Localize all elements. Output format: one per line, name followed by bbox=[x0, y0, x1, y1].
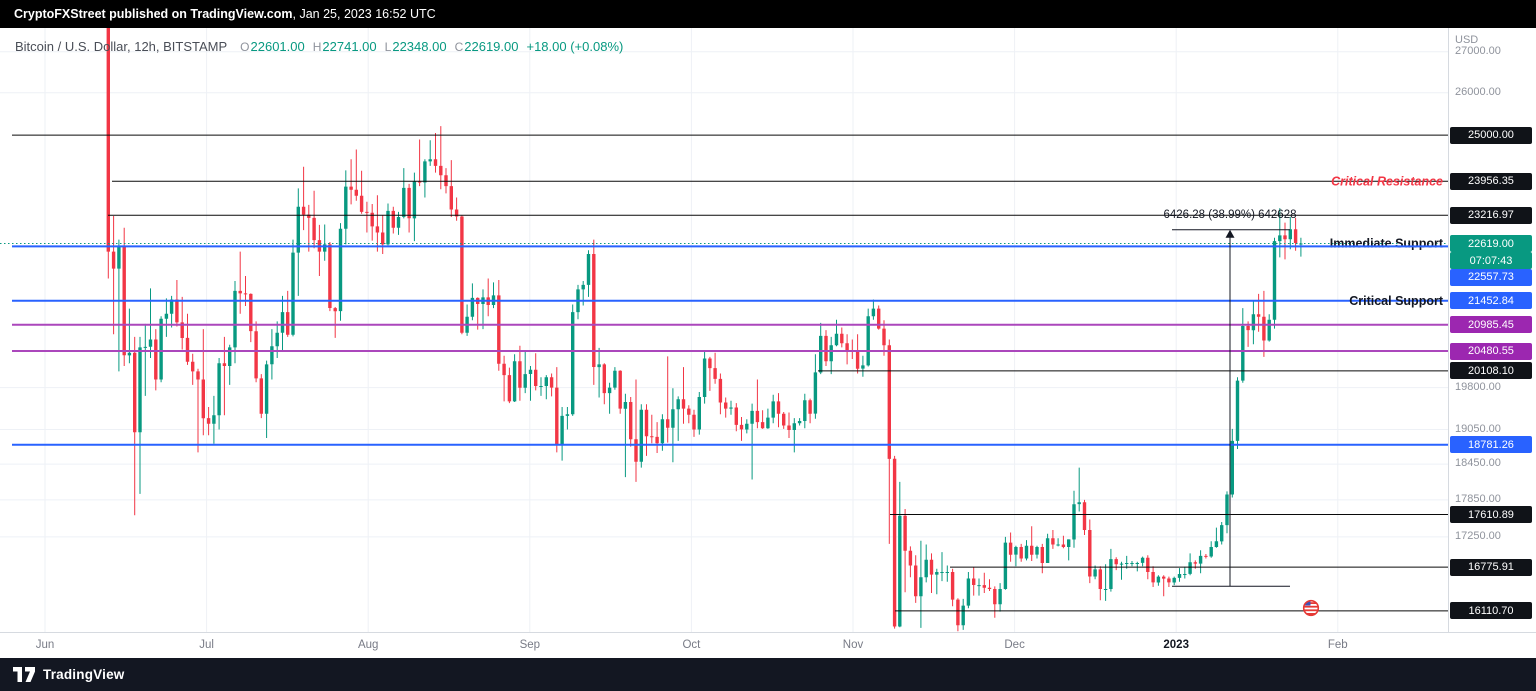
price-axis-tag: 25000.00 bbox=[1450, 126, 1532, 144]
tradingview-footer-bar: TradingView bbox=[0, 658, 1536, 691]
price-axis-tag: 07:07:43 bbox=[1450, 252, 1532, 269]
us-flag-sticker-icon[interactable] bbox=[1302, 599, 1320, 617]
symbol-title: Bitcoin / U.S. Dollar, 12h, BITSTAMP bbox=[15, 39, 228, 54]
price-axis-tag: 18781.26 bbox=[1450, 436, 1532, 454]
ohlc-open: O22601.00 bbox=[240, 39, 305, 54]
price-axis-label: 18450.00 bbox=[1455, 457, 1501, 470]
price-axis-label: 17850.00 bbox=[1455, 492, 1501, 505]
axis-separator bbox=[1448, 28, 1449, 658]
time-axis[interactable]: Jun Jul Aug Sep Oct Nov Dec 2023 Feb bbox=[0, 632, 1536, 658]
price-line-label: Critical Support bbox=[1349, 294, 1444, 308]
time-axis-label: Sep bbox=[519, 639, 541, 651]
time-axis-label: Jul bbox=[199, 639, 214, 651]
tradingview-logo-icon[interactable] bbox=[13, 667, 35, 682]
time-axis-label: Feb bbox=[1327, 639, 1348, 651]
time-axis-label: Dec bbox=[1004, 639, 1025, 651]
price-axis-tag: 22619.00 bbox=[1450, 235, 1532, 252]
price-axis-tag: 16775.91 bbox=[1450, 558, 1532, 576]
horizontal-price-lines: Critical Resistance Immediate Support Crit… bbox=[0, 134, 1448, 612]
price-axis-tag: 20985.45 bbox=[1450, 316, 1532, 334]
price-axis-label: 26000.00 bbox=[1455, 85, 1501, 98]
symbol-header[interactable]: Bitcoin / U.S. Dollar, 12h, BITSTAMP O22… bbox=[15, 39, 623, 54]
price-axis-label: 19050.00 bbox=[1455, 422, 1501, 435]
ohlc-low: L22348.00 bbox=[384, 39, 447, 54]
price-axis-tag: 20480.55 bbox=[1450, 342, 1532, 360]
change-value: +18.00 (+0.08%) bbox=[526, 39, 624, 54]
currency-label: USD bbox=[1455, 34, 1479, 46]
price-axis-label: 19800.00 bbox=[1455, 380, 1501, 393]
time-axis-label: 2023 bbox=[1163, 639, 1189, 651]
tradingview-brand[interactable]: TradingView bbox=[43, 667, 125, 682]
price-axis-tag: 16110.70 bbox=[1450, 602, 1532, 620]
up-bodies bbox=[117, 159, 1303, 627]
price-axis-label: 17250.00 bbox=[1455, 529, 1501, 542]
chart-canvas[interactable]: Critical Resistance Immediate Support Crit… bbox=[0, 28, 1448, 632]
time-axis-label: Jun bbox=[35, 639, 55, 651]
price-range-annotation[interactable]: 6426.28 (38.99%) 642628 bbox=[1164, 209, 1297, 587]
attribution-title: CryptoFXStreet published on TradingView.… bbox=[14, 7, 293, 21]
price-axis-label: 27000.00 bbox=[1455, 44, 1501, 57]
price-axis-tag: 22557.73 bbox=[1450, 268, 1532, 286]
price-axis[interactable]: USD 27000.00 26000.00 19800.00 19050.00 18450… bbox=[1448, 28, 1536, 632]
price-axis-tag: 23216.97 bbox=[1450, 206, 1532, 224]
price-range-label: 6426.28 (38.99%) 642628 bbox=[1164, 209, 1297, 221]
time-axis-label: Nov bbox=[842, 639, 864, 651]
candlestick-series bbox=[106, 28, 1303, 632]
price-axis-tag: 20108.10 bbox=[1450, 362, 1532, 380]
price-axis-tag: 17610.89 bbox=[1450, 506, 1532, 523]
attribution-bar: CryptoFXStreet published on TradingView.… bbox=[0, 0, 1536, 28]
price-line-label: Immediate Support bbox=[1330, 237, 1444, 251]
attribution-timestamp: , Jan 25, 2023 16:52 UTC bbox=[292, 7, 436, 21]
time-axis-label: Aug bbox=[357, 639, 379, 651]
ohlc-high: H22741.00 bbox=[312, 39, 377, 54]
grid bbox=[0, 28, 1448, 632]
ohlc-close: C22619.00 bbox=[454, 39, 519, 54]
time-axis-label: Oct bbox=[682, 639, 701, 651]
price-axis-tag: 21452.84 bbox=[1450, 292, 1532, 310]
arrow-up-icon bbox=[1225, 229, 1235, 238]
price-axis-tag: 23956.35 bbox=[1450, 172, 1532, 190]
price-line-label: Critical Resistance bbox=[1331, 175, 1443, 189]
